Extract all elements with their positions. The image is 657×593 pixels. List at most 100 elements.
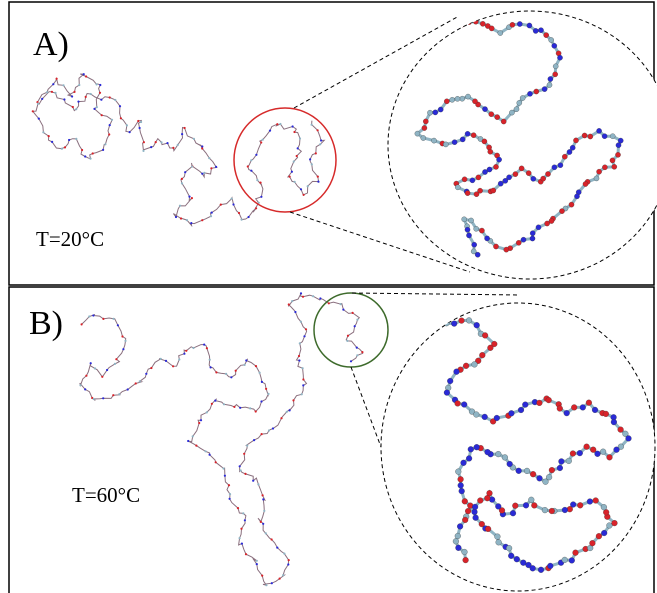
chain-bead	[529, 230, 536, 236]
chain-bead	[234, 369, 237, 372]
chain-bead	[454, 96, 461, 102]
chain-bead	[264, 532, 267, 535]
chain-bead	[339, 303, 342, 306]
chain-bead	[587, 544, 594, 552]
chain-bead	[47, 135, 50, 138]
chain-bead	[142, 141, 145, 144]
chain-bead	[459, 136, 466, 143]
chain-bead	[187, 439, 190, 443]
chain-bead	[506, 460, 513, 468]
chain-bead	[118, 105, 122, 108]
chain-bead	[480, 21, 486, 27]
chain-bead	[458, 317, 465, 324]
chain-bead	[291, 125, 294, 128]
chain-bead	[346, 339, 349, 342]
chain-bead	[93, 107, 96, 110]
chain-bead	[482, 332, 489, 339]
chain-bead	[455, 468, 462, 475]
chain-bead	[176, 143, 179, 146]
chain-bead	[529, 565, 536, 572]
chain-bead	[319, 297, 322, 300]
chain-bead	[590, 446, 597, 453]
chain-bead	[479, 352, 486, 359]
chain-bead	[316, 129, 319, 132]
chain-bead	[244, 472, 247, 475]
chain-bead	[529, 235, 536, 242]
chain-bead	[128, 131, 131, 134]
chain-bead	[520, 559, 527, 566]
chain-bead	[201, 172, 204, 175]
chain-bead	[609, 157, 616, 164]
chain-bead	[172, 365, 175, 368]
chain-bead	[227, 484, 231, 487]
chain-bead	[432, 109, 439, 116]
chain-bead	[493, 164, 499, 170]
chain-bead	[606, 454, 613, 461]
chain-bead	[538, 27, 544, 33]
chain-bead	[473, 411, 480, 418]
chain-bead	[544, 220, 550, 227]
chain-bead	[205, 347, 208, 350]
chain-bead	[84, 155, 87, 158]
chain-bead	[587, 133, 594, 140]
chain-bead	[262, 498, 265, 501]
chain-bead	[239, 469, 242, 472]
chain-bead	[201, 219, 204, 222]
chain-bead	[517, 406, 525, 414]
chain-bead	[449, 97, 455, 103]
chain-bead	[461, 498, 468, 505]
chain-bead	[302, 384, 305, 387]
chain-bead	[63, 146, 67, 149]
chain-bead	[569, 450, 576, 457]
chain-bead	[209, 366, 212, 369]
chain-bead	[346, 334, 350, 337]
chain-bead	[297, 354, 301, 358]
chain-bead	[89, 92, 92, 96]
chain-bead	[95, 106, 98, 109]
panel-a-zoom-line-bottom	[289, 211, 471, 273]
chain-bead	[540, 175, 546, 182]
chain-bead	[601, 529, 608, 537]
chain-bead	[102, 148, 105, 151]
chain-bead	[462, 516, 469, 523]
chain-bead	[552, 71, 558, 78]
chain-bead	[271, 427, 275, 430]
chain-bead	[491, 340, 498, 348]
chain-bead	[63, 98, 66, 101]
panel-b: B) T=60°C	[8, 286, 656, 593]
chain-bead	[255, 153, 258, 156]
chain-bead	[547, 562, 554, 569]
chain-bead	[469, 177, 476, 184]
chain-bead	[115, 358, 118, 361]
chain-bead	[485, 525, 492, 532]
chain-bead	[596, 128, 602, 134]
chain-bead	[600, 504, 607, 511]
chain-bead	[443, 141, 449, 148]
chain-bead	[477, 187, 483, 194]
chain-bead	[50, 90, 54, 93]
chain-bead	[496, 156, 502, 163]
chain-bead	[71, 95, 74, 98]
chain-bead	[327, 302, 330, 305]
chain-bead	[484, 495, 491, 502]
chain-bead	[603, 509, 610, 516]
chain-bead	[473, 444, 480, 451]
chain-bead	[461, 176, 468, 183]
chain-bead	[190, 222, 193, 225]
chain-bead	[288, 409, 291, 412]
panel-b-label: B)	[29, 305, 63, 342]
chain-bead	[208, 157, 211, 160]
chain-bead	[526, 22, 533, 29]
chain-bead	[208, 358, 211, 361]
chain-bead	[178, 204, 182, 207]
chain-bead	[99, 83, 102, 87]
chain-bead	[237, 211, 241, 215]
chain-bead	[77, 100, 80, 103]
chain-bead	[174, 215, 178, 219]
chain-bead	[495, 539, 502, 546]
chain-bead	[512, 502, 519, 509]
chain-bead	[466, 232, 472, 239]
chain-bead	[259, 181, 262, 184]
chain-bead	[568, 557, 575, 564]
panel-a: A) T=20°C	[8, 1, 657, 286]
